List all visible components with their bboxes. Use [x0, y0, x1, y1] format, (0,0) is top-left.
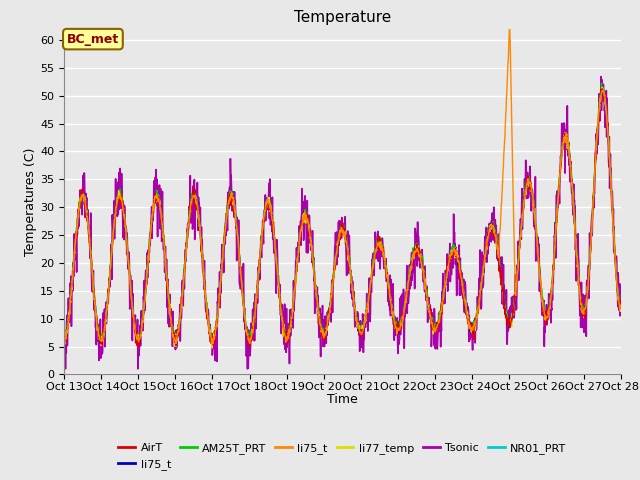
Title: Temperature: Temperature: [294, 10, 391, 25]
X-axis label: Time: Time: [327, 394, 358, 407]
Y-axis label: Temperatures (C): Temperatures (C): [24, 147, 37, 256]
Legend: AirT, li75_t, AM25T_PRT, li75_t, li77_temp, Tsonic, NR01_PRT: AirT, li75_t, AM25T_PRT, li75_t, li77_te…: [114, 439, 571, 474]
Text: BC_met: BC_met: [67, 33, 119, 46]
